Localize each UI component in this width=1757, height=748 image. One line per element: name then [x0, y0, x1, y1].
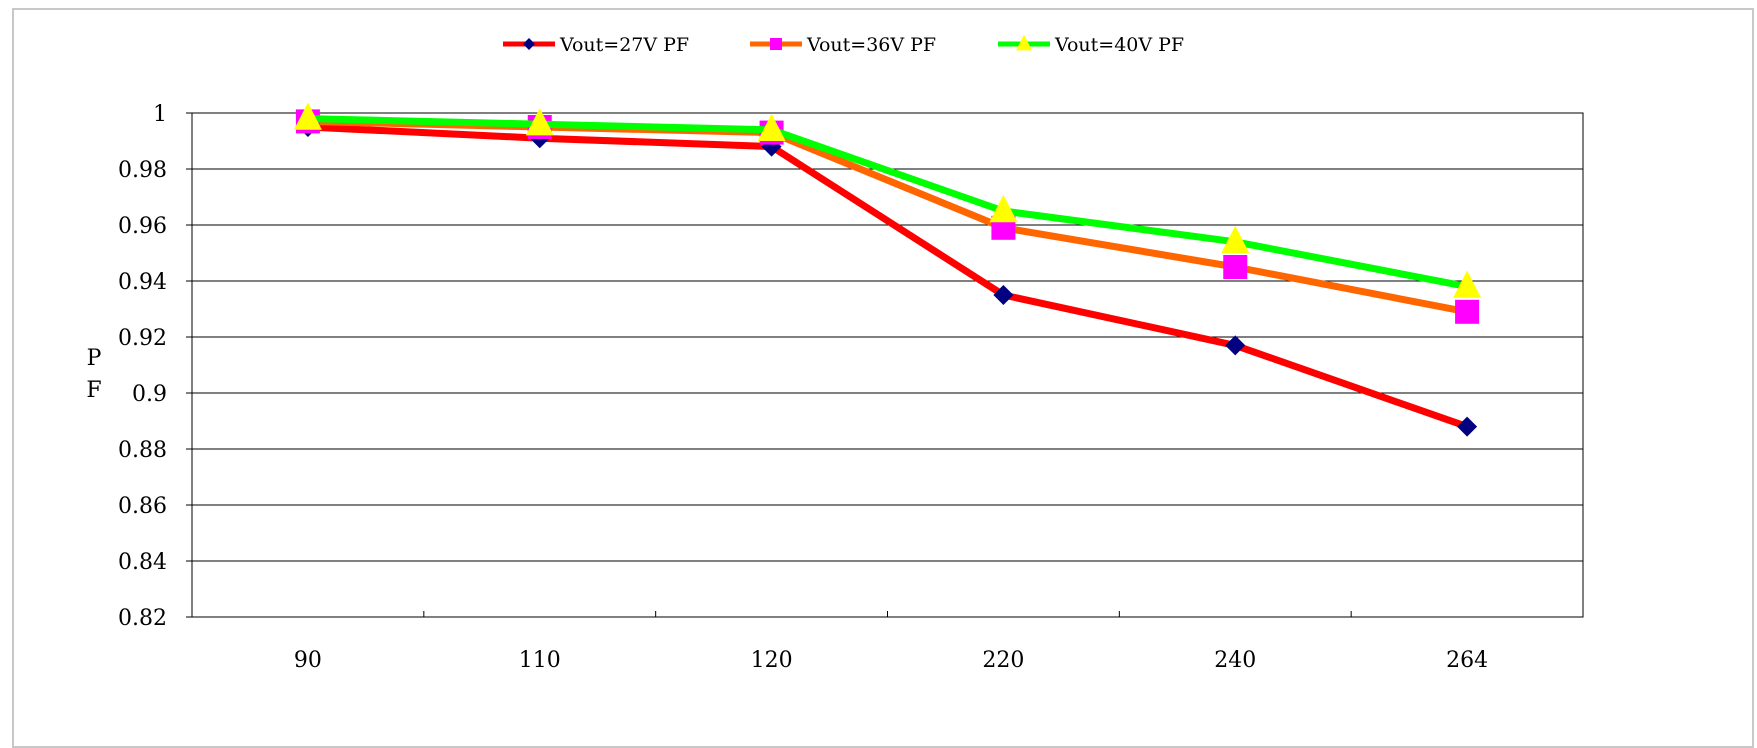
y-tick-label: 0.86	[118, 494, 167, 519]
legend-item-1: Vout=27V PF	[503, 34, 689, 56]
y-tick-label: 0.92	[118, 326, 167, 351]
data-point-marker	[1221, 225, 1250, 253]
pf-line-chart: 0.82 0.84 0.86 0.88 0.9 0.92 0.94 0.96 0.98 1 90 1…	[86, 34, 1584, 673]
data-point-marker	[757, 113, 786, 141]
y-tick-labels: 0.82 0.84 0.86 0.88 0.9 0.92 0.94 0.96 0.98 1	[118, 102, 167, 631]
y-tick-label: 1	[153, 102, 167, 127]
data-point-marker	[293, 102, 322, 130]
x-tick-label: 264	[1446, 648, 1488, 673]
data-point-marker	[1453, 270, 1482, 298]
x-tick-label: 240	[1214, 648, 1256, 673]
data-point-marker	[1457, 416, 1478, 437]
legend: Vout=27V PF Vout=36V PF Vout=40V PF	[503, 34, 1184, 56]
y-tick-label: 0.88	[118, 438, 167, 463]
series-line	[307, 123, 1469, 430]
legend-swatch-marker	[523, 38, 535, 50]
y-tick-label: 0.9	[132, 382, 167, 407]
y-tick-label: 0.98	[118, 158, 167, 183]
data-point-marker	[993, 285, 1014, 305]
y-tick-label: 0.96	[118, 214, 167, 239]
series-3	[293, 102, 1482, 298]
y-tick-label: 0.82	[118, 606, 167, 631]
data-point-marker	[989, 194, 1018, 223]
plot-area	[191, 112, 1584, 618]
x-tick-label: 120	[751, 648, 793, 673]
series-line	[307, 117, 1468, 316]
x-tick-label: 90	[294, 648, 322, 673]
series-line	[307, 115, 1468, 291]
y-axis-label-line2: F	[86, 378, 101, 403]
legend-item-2: Vout=36V PF	[750, 34, 936, 56]
x-tick-label: 220	[982, 648, 1024, 673]
data-point-marker	[525, 108, 554, 136]
data-point-marker	[1225, 335, 1246, 356]
legend-item-3: Vout=40V PF	[998, 34, 1184, 56]
legend-swatch-marker	[770, 38, 782, 50]
legend-swatch-marker	[1016, 34, 1032, 51]
legend-label: Vout=27V PF	[559, 34, 689, 56]
data-point-marker	[1223, 255, 1248, 279]
y-tick-label: 0.84	[118, 550, 167, 575]
x-tick-label: 110	[519, 648, 561, 673]
legend-label: Vout=40V PF	[1054, 34, 1184, 56]
x-tick-labels: 90 110 120 220 240 264	[294, 648, 1488, 673]
data-point-marker	[1455, 299, 1480, 324]
series-2	[295, 109, 1480, 324]
y-axis-label-line1: P	[87, 346, 102, 371]
y-tick-label: 0.94	[118, 270, 167, 295]
grid-lines	[186, 112, 1584, 618]
legend-label: Vout=36V PF	[806, 34, 936, 56]
series-group	[293, 102, 1482, 437]
